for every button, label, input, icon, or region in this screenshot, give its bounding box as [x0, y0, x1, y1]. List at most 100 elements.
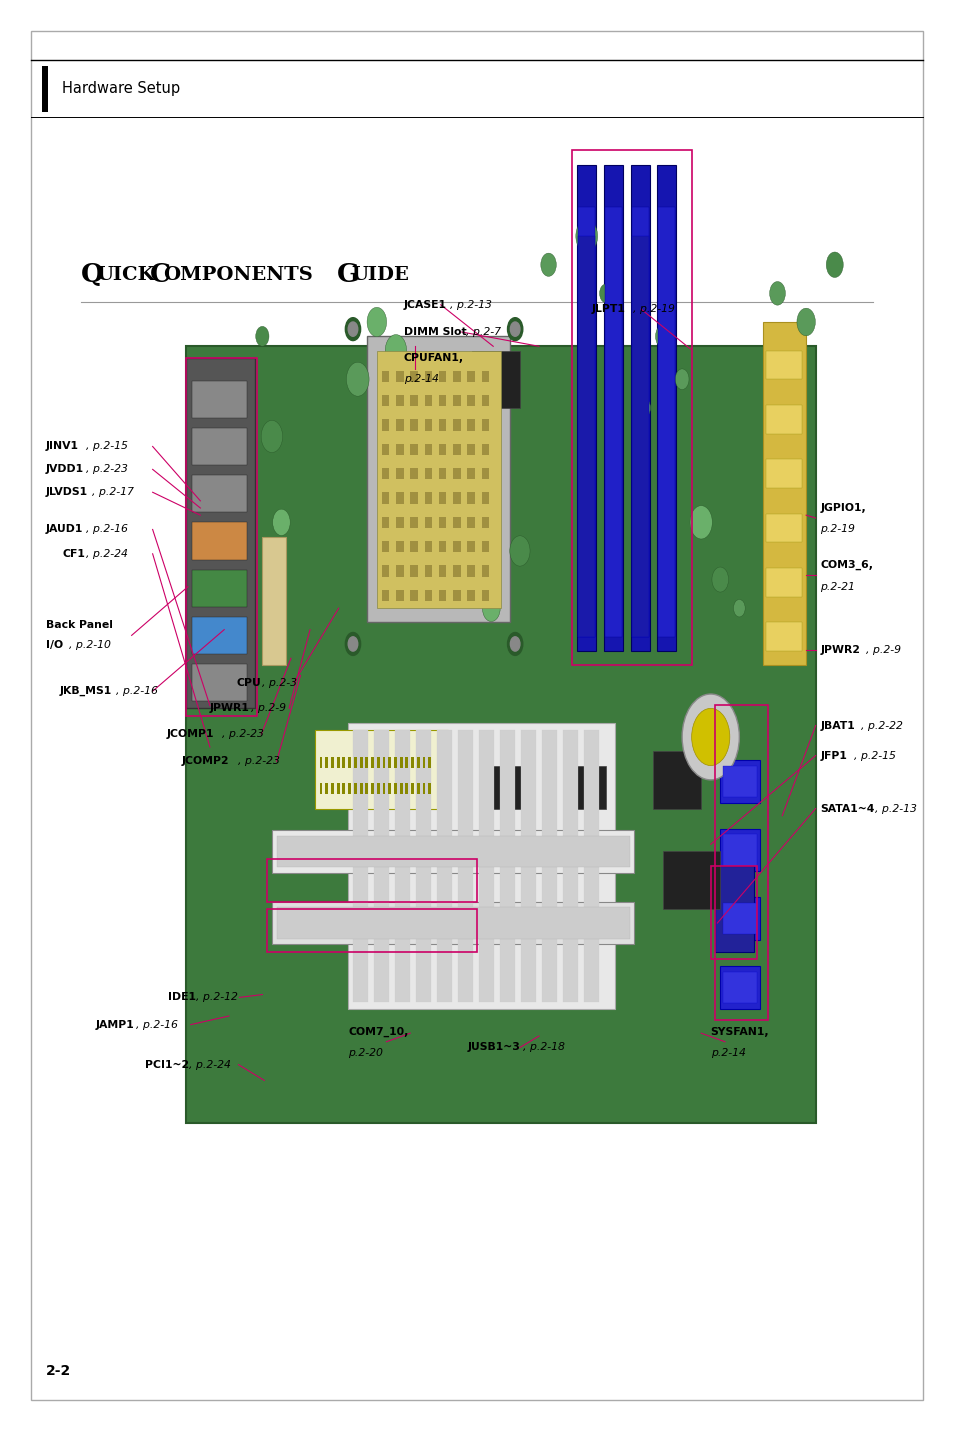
- Bar: [578, 207, 595, 637]
- Circle shape: [346, 362, 369, 396]
- Bar: [604, 207, 621, 637]
- Circle shape: [655, 325, 670, 348]
- Text: DIMM Slot: DIMM Slot: [403, 328, 466, 336]
- Bar: [722, 972, 757, 1003]
- Bar: [438, 395, 446, 406]
- Circle shape: [510, 637, 519, 651]
- Text: JINV1: JINV1: [46, 442, 79, 451]
- Text: p.2-19: p.2-19: [820, 525, 855, 534]
- Bar: [319, 757, 322, 768]
- Bar: [276, 836, 629, 867]
- Bar: [410, 395, 417, 406]
- Bar: [765, 351, 801, 379]
- Circle shape: [465, 570, 478, 590]
- Text: CF1: CF1: [62, 550, 85, 558]
- Bar: [478, 730, 494, 1002]
- Bar: [325, 783, 328, 794]
- Bar: [424, 395, 432, 406]
- Circle shape: [796, 308, 815, 336]
- Text: CPU: CPU: [236, 678, 261, 687]
- Bar: [395, 541, 403, 552]
- Bar: [186, 346, 815, 1123]
- Text: JKB_MS1: JKB_MS1: [59, 685, 112, 697]
- Circle shape: [681, 694, 739, 780]
- Bar: [314, 730, 448, 809]
- Circle shape: [261, 421, 282, 452]
- Text: , p.2-12: , p.2-12: [195, 993, 237, 1002]
- Text: , p.2-13: , p.2-13: [450, 301, 492, 309]
- Text: UICK: UICK: [95, 266, 154, 283]
- Text: , p.2-17: , p.2-17: [91, 488, 133, 497]
- Bar: [410, 541, 417, 552]
- Bar: [438, 468, 446, 479]
- Bar: [657, 165, 676, 651]
- Bar: [395, 565, 403, 577]
- Text: COM7_10,: COM7_10,: [348, 1026, 408, 1037]
- Bar: [438, 517, 446, 528]
- Text: JBAT1: JBAT1: [820, 721, 854, 730]
- Bar: [467, 395, 475, 406]
- Bar: [715, 705, 767, 1020]
- Bar: [395, 590, 403, 601]
- Bar: [374, 730, 389, 1002]
- Bar: [376, 351, 500, 608]
- Circle shape: [348, 637, 357, 651]
- Bar: [662, 851, 720, 909]
- Bar: [481, 468, 489, 479]
- Bar: [424, 468, 432, 479]
- Text: JAUD1: JAUD1: [46, 525, 83, 534]
- Text: , p.2-22: , p.2-22: [861, 721, 902, 730]
- Bar: [467, 444, 475, 455]
- Text: PCI1~2: PCI1~2: [145, 1060, 189, 1069]
- Text: , p.2-16: , p.2-16: [116, 687, 158, 695]
- Bar: [428, 757, 431, 768]
- Bar: [720, 897, 760, 940]
- Text: , p.2-23: , p.2-23: [238, 757, 280, 766]
- Bar: [388, 783, 391, 794]
- Bar: [395, 371, 403, 382]
- Text: UIDE: UIDE: [351, 266, 409, 283]
- Bar: [720, 966, 760, 1009]
- Bar: [192, 522, 247, 560]
- Text: Hardware Setup: Hardware Setup: [62, 82, 180, 96]
- Text: , p.2-23: , p.2-23: [86, 465, 128, 474]
- Bar: [267, 909, 476, 952]
- Text: , p.2-9: , p.2-9: [251, 704, 286, 713]
- Bar: [453, 468, 460, 479]
- Circle shape: [769, 282, 784, 305]
- Bar: [453, 444, 460, 455]
- Bar: [348, 723, 615, 1009]
- Bar: [381, 444, 389, 455]
- Bar: [583, 730, 598, 1002]
- Bar: [720, 760, 760, 803]
- Bar: [371, 757, 374, 768]
- Bar: [453, 492, 460, 504]
- Bar: [481, 492, 489, 504]
- Circle shape: [510, 322, 519, 336]
- Circle shape: [576, 220, 597, 252]
- Bar: [453, 395, 460, 406]
- Bar: [267, 859, 476, 902]
- Bar: [354, 783, 356, 794]
- Circle shape: [691, 708, 729, 766]
- Bar: [192, 428, 247, 465]
- Bar: [381, 419, 389, 431]
- Bar: [394, 757, 396, 768]
- Text: CPUFAN1,: CPUFAN1,: [403, 353, 463, 362]
- Text: SYSFAN1,: SYSFAN1,: [710, 1027, 768, 1036]
- Bar: [631, 236, 648, 637]
- Circle shape: [482, 595, 499, 621]
- Bar: [436, 730, 452, 1002]
- Bar: [410, 468, 417, 479]
- Circle shape: [345, 318, 360, 341]
- Text: , p.2-19: , p.2-19: [632, 305, 674, 313]
- Bar: [765, 514, 801, 542]
- Bar: [359, 757, 362, 768]
- Bar: [382, 757, 385, 768]
- Bar: [395, 492, 403, 504]
- Bar: [416, 757, 419, 768]
- Text: , p.2-9: , p.2-9: [865, 645, 901, 654]
- Text: JFP1: JFP1: [820, 751, 846, 760]
- Bar: [577, 165, 596, 651]
- Circle shape: [675, 369, 688, 389]
